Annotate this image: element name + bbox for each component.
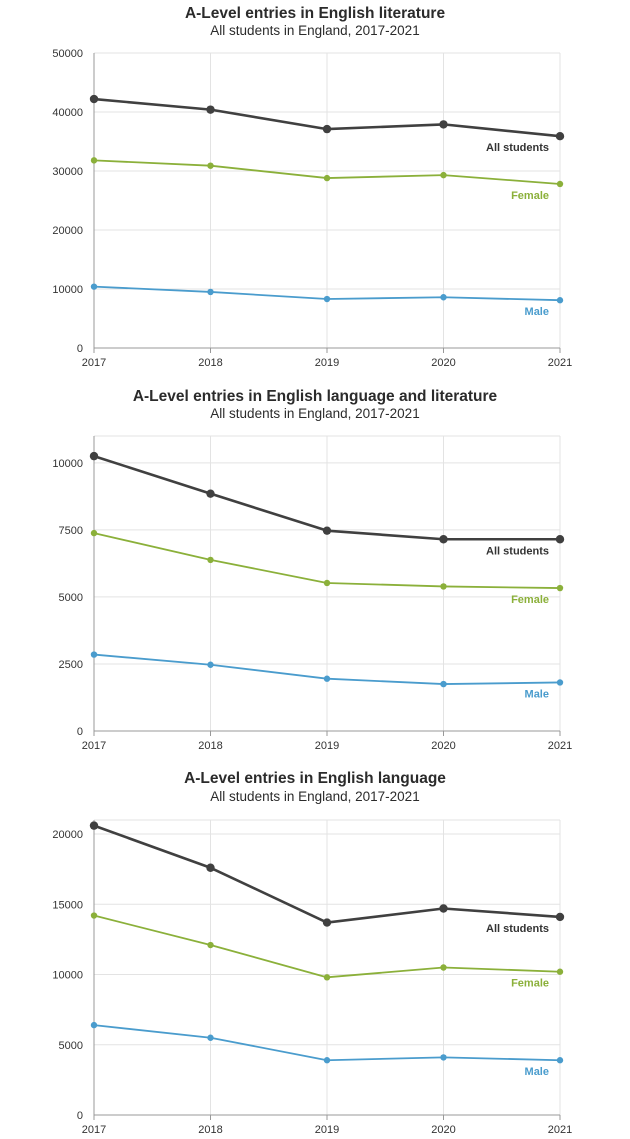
data-point-male [90, 651, 98, 658]
x-tick-label: 2017 [82, 740, 106, 752]
x-tick-label: 2019 [315, 1124, 339, 1136]
data-point-female [323, 974, 331, 981]
data-point-male [323, 675, 331, 682]
data-point-all [555, 912, 565, 922]
x-tick-label: 2020 [431, 1124, 455, 1136]
data-point-female [556, 968, 564, 975]
data-point-male [440, 1054, 447, 1061]
data-point-female [207, 162, 214, 169]
series-label-male: Male [525, 306, 549, 318]
chart-subtitle: All students in England, 2017-2021 [210, 406, 420, 421]
x-tick-label: 2021 [548, 357, 572, 369]
series-label-female: Female [511, 978, 549, 990]
chart-title: A-Level entries in English literature [184, 5, 446, 22]
data-point-female [556, 180, 564, 188]
data-point-all [555, 535, 565, 544]
data-point-all [322, 918, 332, 927]
x-tick-label: 2018 [198, 1124, 222, 1136]
data-point-male [90, 1021, 98, 1029]
line-chart-english-language: 0 5000 10000 15000 20000 2017 2018 2019 2020 2021… [52, 819, 572, 1136]
y-tick-label: 5000 [59, 592, 83, 604]
y-tick-label: 10000 [52, 458, 83, 470]
data-point-male [90, 283, 98, 290]
data-point-female [323, 174, 331, 182]
x-tick-label: 2021 [548, 1124, 572, 1136]
chart-title: A-Level entries in English language [184, 770, 446, 787]
data-point-all [322, 526, 332, 535]
data-point-all [439, 904, 448, 913]
y-tick-label: 20000 [52, 225, 83, 237]
y-tick-label: 5000 [59, 1040, 83, 1052]
data-point-female [90, 912, 98, 919]
data-point-male [207, 661, 214, 668]
data-point-all [206, 105, 215, 114]
data-point-male [323, 295, 331, 303]
data-point-female [440, 964, 447, 971]
y-tick-label: 50000 [52, 48, 83, 60]
data-point-all [89, 821, 99, 830]
y-tick-label: 40000 [52, 107, 83, 119]
data-point-male [556, 1057, 564, 1064]
x-tick-label: 2020 [431, 357, 455, 369]
y-tick-label: 2500 [59, 659, 83, 671]
data-point-male [323, 1057, 331, 1064]
chart-subtitle: All students in England, 2017-2021 [210, 789, 420, 804]
data-point-all [439, 535, 448, 544]
data-point-male [556, 679, 564, 686]
data-point-all [89, 94, 99, 104]
y-tick-label: 10000 [52, 970, 83, 982]
data-point-female [556, 584, 564, 592]
y-tick-label: 0 [77, 1110, 83, 1122]
data-point-female [90, 157, 98, 164]
data-point-all [555, 131, 565, 141]
series-label-male: Male [525, 1066, 549, 1078]
data-point-male [207, 288, 214, 296]
data-point-male [440, 294, 447, 301]
chart-title: A-Level entries in English language and … [132, 388, 498, 405]
x-tick-label: 2019 [315, 357, 339, 369]
y-tick-label: 0 [77, 726, 83, 738]
series-label-male: Male [525, 688, 549, 700]
data-point-all [206, 863, 215, 872]
y-tick-label: 20000 [52, 829, 83, 841]
chart-panel-english-literature: A-Level entries in English literature Al… [0, 0, 630, 375]
data-point-female [323, 579, 331, 587]
data-point-female [207, 941, 214, 949]
data-point-all [206, 489, 215, 498]
series-label-female: Female [511, 190, 549, 202]
series-label-all: All students [486, 545, 549, 557]
data-point-female [440, 171, 447, 179]
chart-panel-english-language: A-Level entries in English language All … [0, 765, 630, 1139]
data-point-all [439, 120, 448, 129]
data-point-female [90, 529, 98, 537]
series-label-all: All students [486, 923, 549, 935]
line-chart-english-literature: 0 10000 20000 30000 40000 50000 2017 2018 2019 20… [52, 48, 572, 369]
y-tick-label: 10000 [52, 284, 83, 296]
x-tick-label: 2018 [198, 740, 222, 752]
x-tick-label: 2019 [315, 740, 339, 752]
data-point-male [440, 680, 447, 688]
y-tick-label: 15000 [52, 899, 83, 911]
data-point-female [207, 556, 214, 564]
series-label-all: All students [486, 142, 549, 154]
line-chart-english-language-and-literature: 0 2500 5000 7500 10000 2017 2018 2019 2020 2021 Al… [52, 435, 572, 752]
chart-panel-english-language-and-literature: A-Level entries in English language and … [0, 380, 630, 760]
x-tick-label: 2017 [82, 1124, 106, 1136]
data-point-all [89, 451, 99, 461]
data-point-all [322, 124, 332, 134]
data-point-female [440, 583, 447, 590]
x-tick-label: 2020 [431, 740, 455, 752]
x-tick-label: 2017 [82, 357, 106, 369]
x-tick-label: 2021 [548, 740, 572, 752]
x-tick-label: 2018 [198, 357, 222, 369]
chart-subtitle: All students in England, 2017-2021 [210, 23, 420, 38]
data-point-male [207, 1034, 214, 1041]
y-tick-label: 30000 [52, 166, 83, 178]
series-label-female: Female [511, 594, 549, 606]
y-tick-label: 7500 [59, 525, 83, 537]
y-tick-label: 0 [77, 343, 83, 355]
data-point-male [556, 297, 564, 304]
